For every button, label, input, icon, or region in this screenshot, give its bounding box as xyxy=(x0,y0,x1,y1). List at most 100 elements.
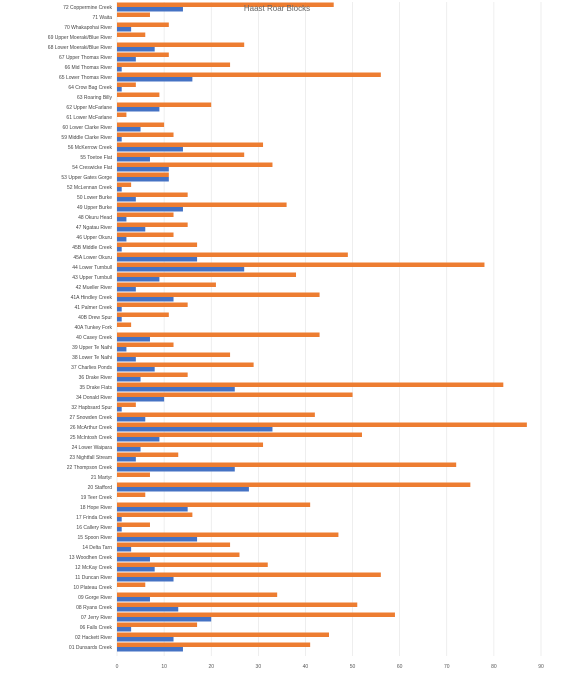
bar-series-a xyxy=(117,602,358,607)
category-label: 08 Ryans Creek xyxy=(76,605,112,611)
category-label: 60 Lower Clarke River xyxy=(63,125,113,131)
bar-series-b xyxy=(117,147,183,152)
category-label: 66 Mid Thomas River xyxy=(65,65,113,71)
bar-series-a xyxy=(117,562,268,567)
bar-series-a xyxy=(117,452,179,457)
bar-series-a xyxy=(117,592,278,597)
category-label: 06 Falls Creek xyxy=(80,625,113,631)
category-label: 18 Hope River xyxy=(80,505,112,511)
bar-series-b xyxy=(117,267,245,272)
category-label: 48 Okuru Head xyxy=(78,215,112,221)
bar-series-a xyxy=(117,312,169,317)
bar-series-b xyxy=(117,67,122,72)
bar-series-a xyxy=(117,12,150,17)
bar-series-b xyxy=(117,167,169,172)
category-label: 49 Upper Burke xyxy=(77,205,112,211)
bar-series-a xyxy=(117,512,193,517)
x-axis-ticks: 0 10 20 30 40 50 60 70 80 90 xyxy=(116,664,544,670)
bar-series-a xyxy=(117,222,188,227)
bar-series-a xyxy=(117,2,334,7)
bar-series-a xyxy=(117,92,160,97)
category-label: 42 Mueller River xyxy=(76,285,113,291)
category-label: 14 Delta Tarn xyxy=(82,545,112,551)
bar-series-b xyxy=(117,207,183,212)
bar-series-b xyxy=(117,257,198,262)
bar-series-a xyxy=(117,482,471,487)
bar-series-b xyxy=(117,537,198,542)
bar-series-a xyxy=(117,192,188,197)
x-tick-label: 50 xyxy=(350,664,356,670)
category-label: 20 Stafford xyxy=(88,485,113,491)
bar-series-a xyxy=(117,62,231,67)
bar-series-b xyxy=(117,87,122,92)
category-label: 50 Lower Burke xyxy=(77,195,112,201)
bar-series-b xyxy=(117,407,122,412)
category-label: 16 Callery River xyxy=(76,525,112,531)
category-label: 40B Drew Spur xyxy=(78,315,112,321)
category-label: 38 Lower Te Naihi xyxy=(72,355,112,361)
category-label: 34 Donald River xyxy=(76,395,112,401)
category-label: 44 Lower Turnbull xyxy=(72,265,112,271)
bar-series-a xyxy=(117,52,169,57)
category-label: 71 Waita xyxy=(92,15,112,21)
bar-series-b xyxy=(117,427,273,432)
bar-series-a xyxy=(117,132,174,137)
bar-series-a xyxy=(117,102,212,107)
category-label: 21 Martyr xyxy=(91,475,112,481)
bar-series-a xyxy=(117,502,311,507)
bar-series-b xyxy=(117,47,155,52)
category-label: 41 Palmer Creek xyxy=(74,305,112,311)
bar-series-b xyxy=(117,547,132,552)
bar-series-a xyxy=(117,362,254,367)
bar-series-b xyxy=(117,77,193,82)
x-tick-label: 40 xyxy=(303,664,309,670)
bar-series-a xyxy=(117,282,216,287)
category-label: 07 Jerry River xyxy=(81,615,112,621)
category-label: 72 Coppermine Creek xyxy=(63,5,112,11)
bar-series-a xyxy=(117,622,198,627)
x-tick-label: 0 xyxy=(116,664,119,670)
bar-series-a xyxy=(117,392,353,397)
category-label: 24 Lower Waipara xyxy=(72,445,113,451)
category-label: 54 Creswicke Flat xyxy=(72,165,112,171)
bar-series-b xyxy=(117,237,127,242)
bar-series-b xyxy=(117,187,122,192)
category-label: 25 McIntosh Creek xyxy=(70,435,112,441)
bar-series-b xyxy=(117,177,169,182)
bar-series-a xyxy=(117,272,297,277)
category-label: 37 Charlies Ponds xyxy=(71,365,112,371)
bar-series-a xyxy=(117,242,198,247)
category-label: 27 Snowden Creek xyxy=(69,415,112,421)
bar-series-a xyxy=(117,472,150,477)
bar-series-a xyxy=(117,492,146,497)
bar-series-a xyxy=(117,32,146,37)
bar-series-a xyxy=(117,232,174,237)
bar-series-b xyxy=(117,377,141,382)
bar-series-b xyxy=(117,277,160,282)
x-tick-label: 70 xyxy=(444,664,450,670)
category-label: 11 Duncan River xyxy=(75,575,112,581)
bar-series-b xyxy=(117,457,136,462)
bar-series-a xyxy=(117,412,315,417)
bar-series-a xyxy=(117,582,146,587)
bar-series-a xyxy=(117,42,245,47)
category-label: 67 Upper Thomas River xyxy=(59,55,112,61)
bar-series-b xyxy=(117,597,150,602)
bar-series-a xyxy=(117,552,240,557)
bar-series-a xyxy=(117,22,169,27)
bar-series-b xyxy=(117,487,249,492)
category-label: 64 Crow Bag Creek xyxy=(68,85,112,91)
bar-series-b xyxy=(117,517,122,522)
bar-series-a xyxy=(117,172,169,177)
bar-series-b xyxy=(117,627,132,632)
bar-series-b xyxy=(117,7,183,12)
category-label: 46 Upper Okuru xyxy=(76,235,112,241)
bar-series-a xyxy=(117,462,457,467)
bar-series-a xyxy=(117,402,136,407)
bar-series-a xyxy=(117,72,381,77)
category-label: 59 Middle Clarke River xyxy=(61,135,112,141)
bar-series-b xyxy=(117,447,141,452)
category-label: 40 Casey Creek xyxy=(76,335,112,341)
category-label: 26 McArthur Creek xyxy=(70,425,112,431)
